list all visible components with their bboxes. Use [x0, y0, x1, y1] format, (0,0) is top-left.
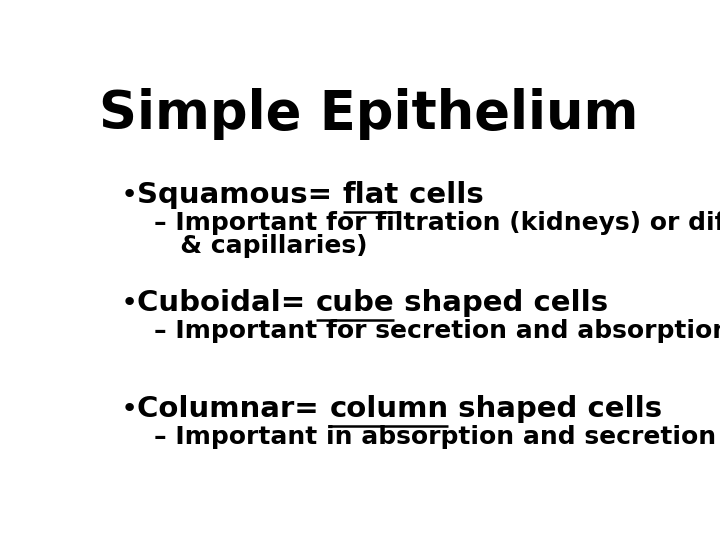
Text: shaped cells: shaped cells	[395, 289, 608, 318]
Text: flat: flat	[343, 181, 399, 209]
Text: •: •	[121, 289, 138, 318]
Text: cells: cells	[399, 181, 484, 209]
Text: •: •	[121, 395, 138, 423]
Text: – Important in absorption and secretion of mucus: – Important in absorption and secretion …	[154, 426, 720, 449]
Text: – Important for filtration (kidneys) or diffusion (lungs: – Important for filtration (kidneys) or …	[154, 211, 720, 235]
Text: – Important for secretion and absorption: – Important for secretion and absorption	[154, 319, 720, 343]
Text: cube: cube	[316, 289, 395, 318]
Text: •: •	[121, 181, 138, 209]
Text: Simple Epithelium: Simple Epithelium	[99, 87, 639, 140]
Text: Columnar=: Columnar=	[138, 395, 329, 423]
Text: & capillaries): & capillaries)	[154, 234, 368, 258]
Text: Squamous=: Squamous=	[138, 181, 343, 209]
Text: Cuboidal=: Cuboidal=	[138, 289, 316, 318]
Text: shaped cells: shaped cells	[449, 395, 662, 423]
Text: column: column	[329, 395, 449, 423]
